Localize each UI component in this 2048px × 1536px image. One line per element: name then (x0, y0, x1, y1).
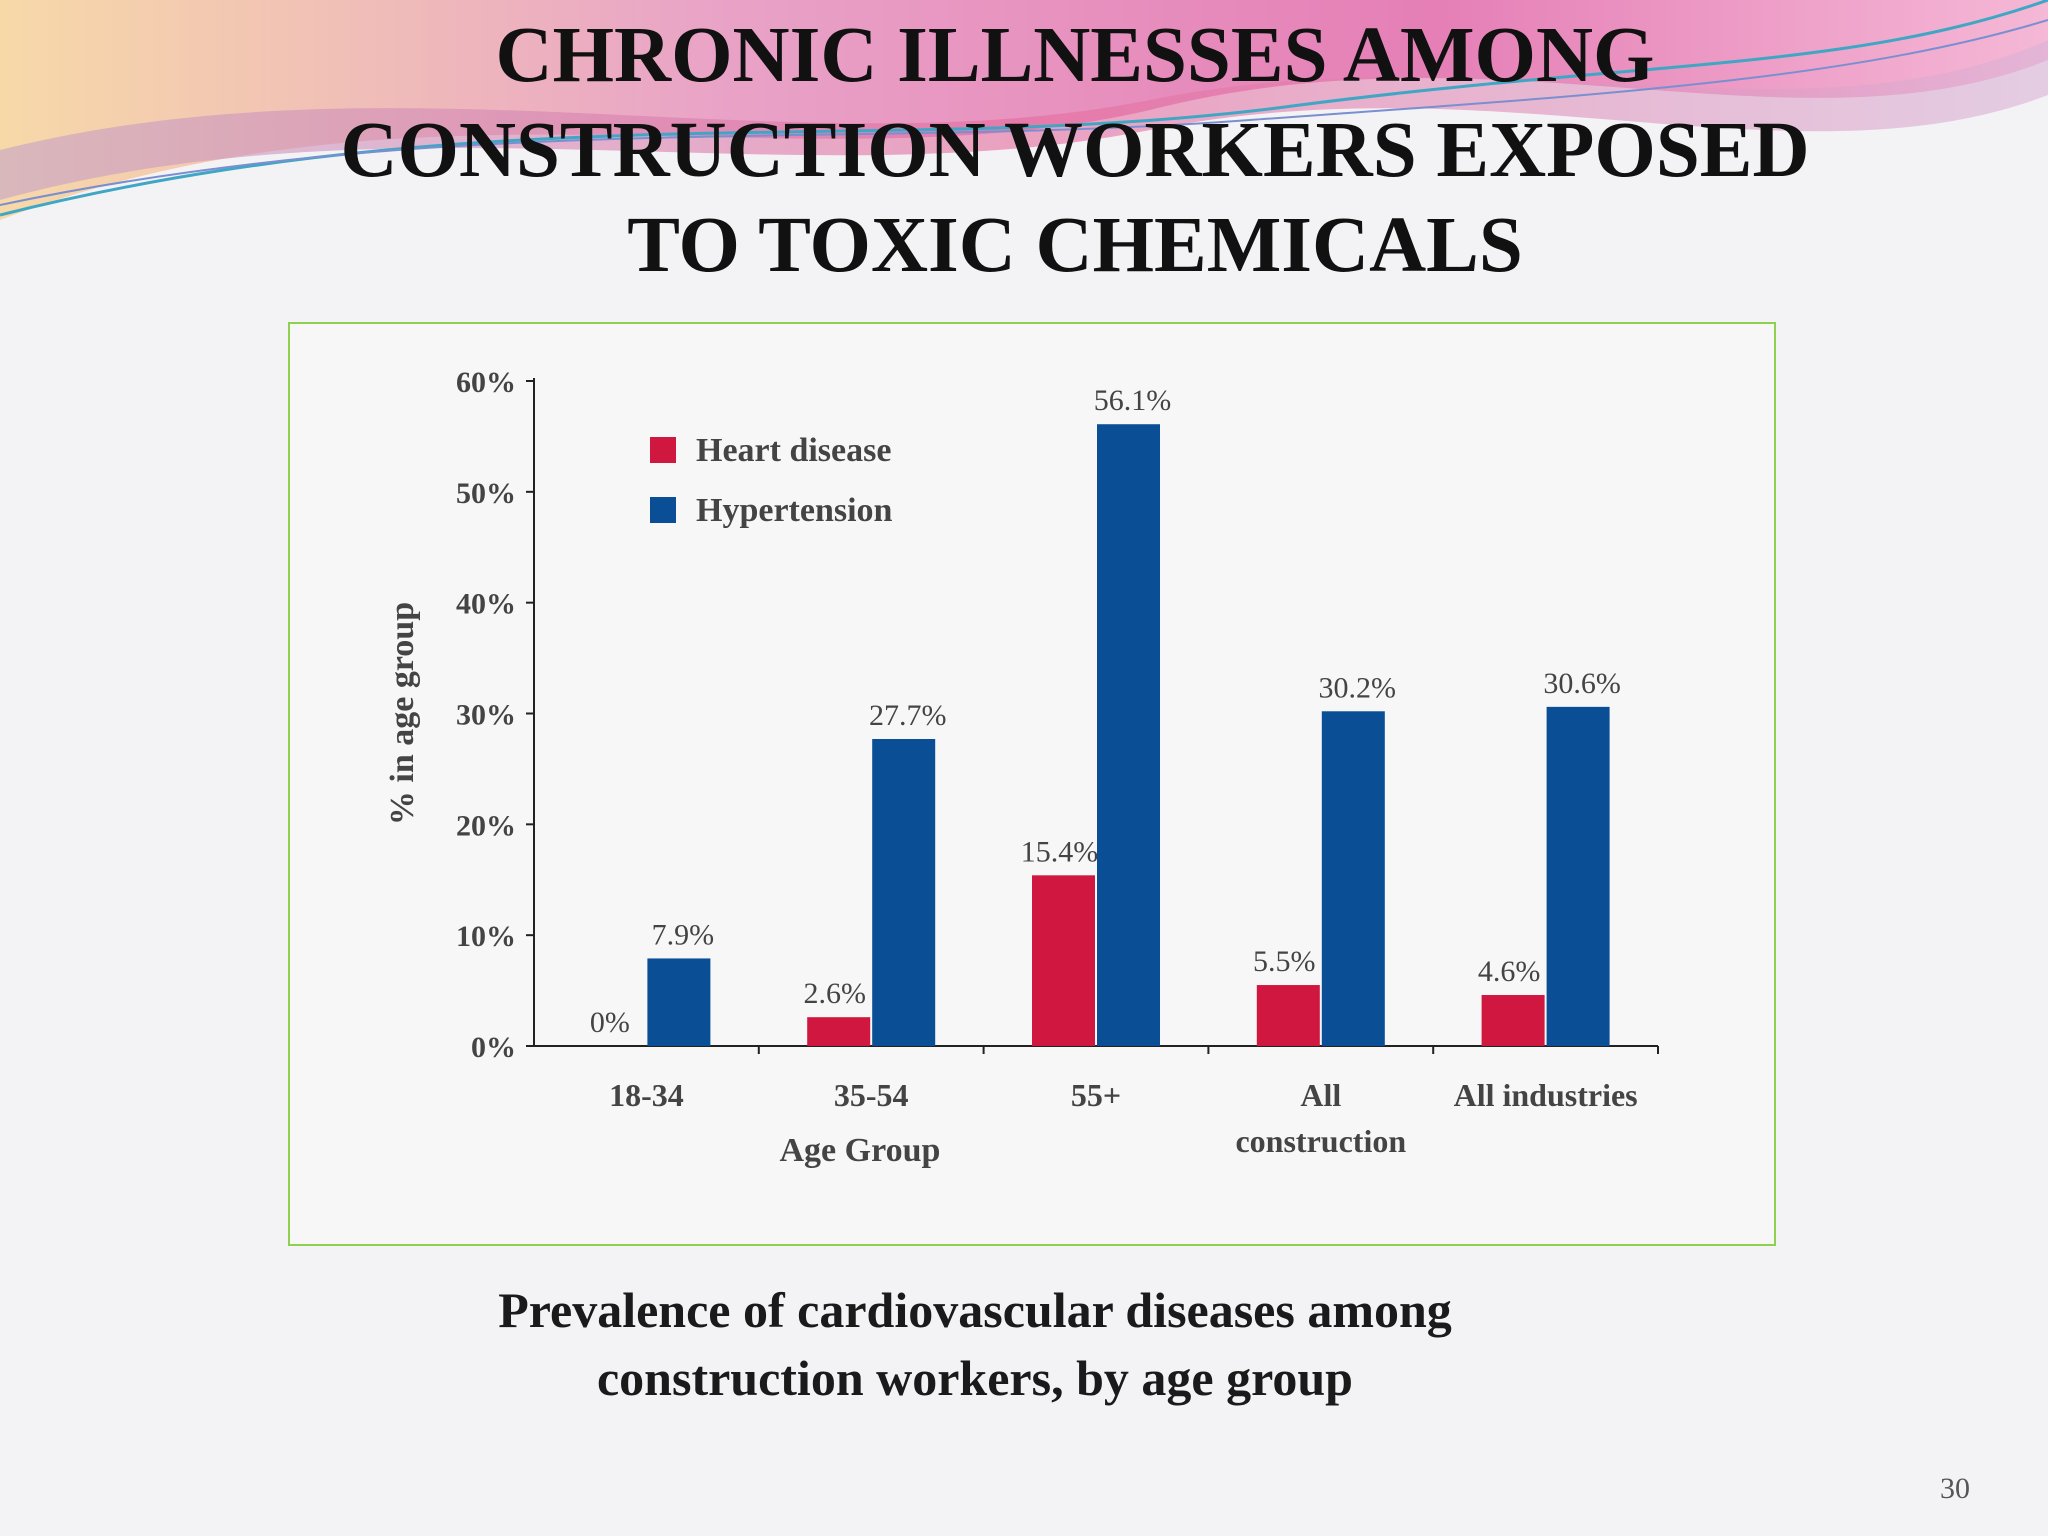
caption-line: Prevalence of cardiovascular diseases am… (498, 1282, 1452, 1338)
bar-chart: 0% 10% 20% 30% 40% 50% 60% % in age group 0% 7.9%… (384, 366, 1659, 1169)
data-label: 7.9% (652, 918, 715, 951)
data-label: 15.4% (1021, 835, 1099, 868)
y-tick-label: 0% (471, 1031, 516, 1064)
slide-title: CHRONIC ILLNESSES AMONG CONSTRUCTION WOR… (200, 8, 1950, 293)
y-tick-label: 50% (456, 477, 516, 510)
y-axis-title: % in age group (384, 602, 421, 825)
y-tick-label: 10% (456, 920, 516, 953)
bar-heart-disease (1256, 985, 1320, 1046)
x-axis-title: Age Group (780, 1132, 941, 1169)
bar-hypertension (1546, 706, 1610, 1046)
slide-number: 30 (1940, 1472, 1970, 1505)
y-tick-label: 40% (456, 588, 516, 621)
y-tick-label: 20% (456, 809, 516, 842)
y-tick-label: 30% (456, 699, 516, 732)
legend-swatch (650, 497, 676, 523)
caption-line: construction workers, by age group (596, 1350, 1353, 1406)
bar-hypertension (1321, 711, 1385, 1046)
chart-frame: 0% 10% 20% 30% 40% 50% 60% % in age group 0% 7.9%… (288, 322, 1776, 1246)
bar-heart-disease (807, 1017, 871, 1046)
data-label: 30.2% (1319, 671, 1397, 704)
title-line: CONSTRUCTION WORKERS EXPOSED (340, 107, 1810, 194)
x-tick-label: 55+ (1071, 1077, 1121, 1113)
data-label: 4.6% (1478, 955, 1541, 988)
legend-label: Heart disease (696, 432, 891, 469)
bar-hypertension (1097, 424, 1160, 1047)
bar-heart-disease (1032, 875, 1095, 1046)
y-tick-label: 60% (456, 366, 516, 399)
bar-hypertension (647, 958, 711, 1046)
bar-hypertension (872, 738, 936, 1046)
data-label: 30.6% (1543, 667, 1621, 700)
legend-swatch (650, 437, 676, 463)
title-line: CHRONIC ILLNESSES AMONG (495, 12, 1655, 99)
data-label: 0% (590, 1006, 630, 1039)
x-tick-label: 35-54 (834, 1077, 909, 1113)
bar-heart-disease (1481, 995, 1545, 1046)
x-tick-label: All industries (1454, 1077, 1638, 1113)
data-label: 5.5% (1253, 945, 1316, 978)
data-label: 56.1% (1094, 384, 1172, 417)
chart-caption: Prevalence of cardiovascular diseases am… (300, 1276, 1650, 1412)
title-line: TO TOXIC CHEMICALS (627, 202, 1523, 289)
x-tick-label: construction (1235, 1123, 1406, 1159)
decorative-wave-banner (0, 0, 2048, 220)
legend-label: Hypertension (696, 492, 893, 529)
data-label: 2.6% (803, 977, 866, 1010)
data-label: 27.7% (869, 699, 947, 732)
x-tick-label: 18-34 (609, 1077, 684, 1113)
x-tick-label: All (1300, 1077, 1341, 1113)
